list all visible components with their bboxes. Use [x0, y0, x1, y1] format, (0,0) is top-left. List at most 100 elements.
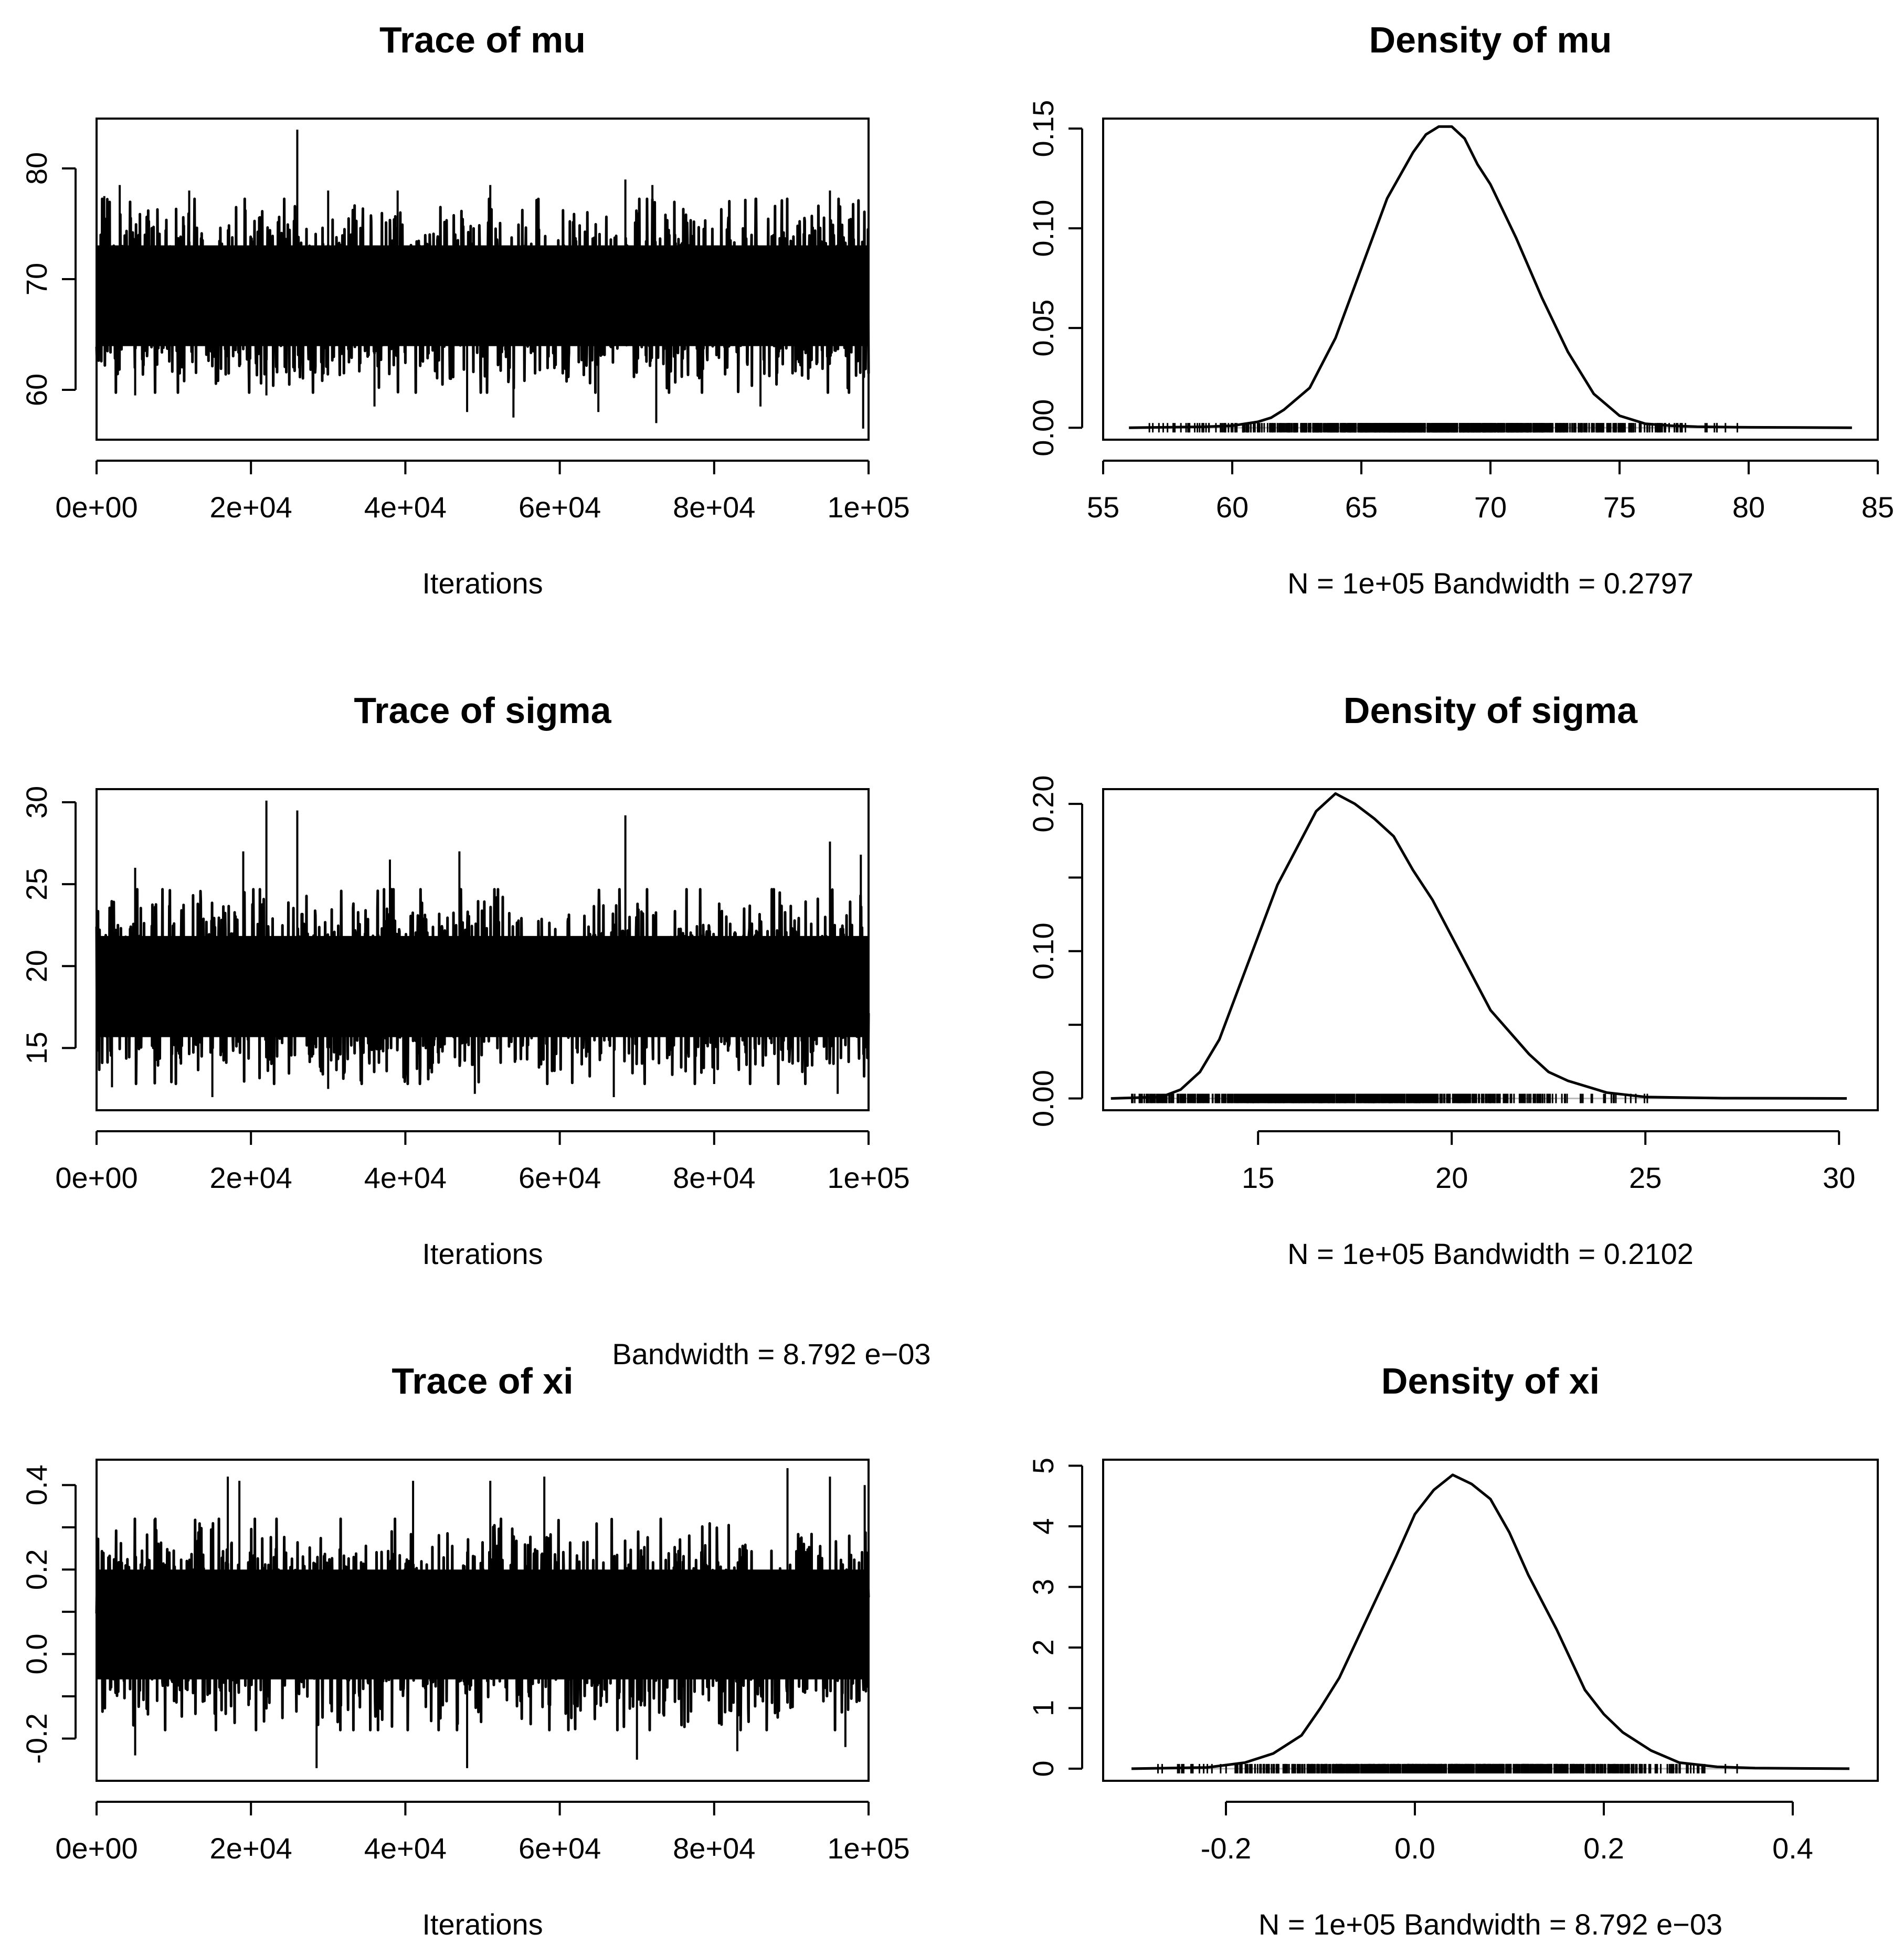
- y-tick-label: 0.10: [1027, 922, 1060, 980]
- x-tick-label: 8e+04: [673, 1832, 755, 1865]
- x-tick-label: 75: [1603, 491, 1636, 524]
- x-tick-label: 0e+00: [55, 491, 137, 524]
- y-tick-label: 0.00: [1027, 399, 1060, 456]
- trace-band: [97, 245, 869, 346]
- x-tick-label: 70: [1474, 491, 1507, 524]
- x-tick-label: 80: [1732, 491, 1765, 524]
- density-curve: [1129, 125, 1852, 429]
- y-tick-label: 30: [20, 786, 53, 819]
- x-tick-label: 0.4: [1772, 1832, 1813, 1865]
- x-tick-label: 30: [1823, 1161, 1855, 1194]
- x-tick-label: 6e+04: [519, 1161, 601, 1194]
- x-tick-label: 0.0: [1394, 1832, 1435, 1865]
- plot-frame: [1102, 118, 1879, 441]
- stray-bandwidth-label: Bandwidth = 8.792 e−03: [612, 1337, 930, 1370]
- x-tick-label: 8e+04: [673, 491, 755, 524]
- x-tick-label: 1e+05: [827, 1832, 909, 1865]
- panel-trace-xi: Trace of xi 0e+00 2e+04 4e+04 6e+04 8e+04 1e+0…: [20, 1361, 910, 1941]
- panel-trace-mu: Trace of mu 0e+00 2e+04 4e+04 6e+04 8e+04 1e+0…: [20, 19, 910, 600]
- y-tick-label: 0.20: [1027, 775, 1060, 833]
- y-tick-label: 5: [1027, 1458, 1060, 1474]
- plot-frame: [1102, 1459, 1879, 1782]
- x-tick-label: 1e+05: [827, 1161, 909, 1194]
- x-axis: 55 60 65 70 75 80 85: [1087, 460, 1894, 524]
- x-tick-label: 55: [1087, 491, 1119, 524]
- panel-density-sigma: Density of sigma 15 20 25 30 N = 1e+05 Bandwi…: [1027, 690, 1879, 1270]
- x-tick-label: 15: [1242, 1161, 1274, 1194]
- y-axis: -0.2 0.0 0.2 0.4: [20, 1464, 77, 1764]
- x-axis: 15 20 25 30: [1242, 1130, 1855, 1194]
- x-axis-label: N = 1e+05 Bandwidth = 8.792 e−03: [1258, 1908, 1722, 1941]
- y-tick-label: -0.2: [20, 1713, 53, 1764]
- x-tick-label: 4e+04: [364, 491, 447, 524]
- x-axis: 0e+00 2e+04 4e+04 6e+04 8e+04 1e+05: [55, 1801, 910, 1865]
- trace-band: [97, 1569, 869, 1680]
- x-axis-label: Iterations: [422, 1237, 543, 1270]
- x-tick-label: 2e+04: [210, 1161, 292, 1194]
- x-tick-label: -0.2: [1201, 1832, 1252, 1865]
- x-tick-label: 8e+04: [673, 1161, 755, 1194]
- y-axis: 0 1 2 3 4 5: [1027, 1458, 1083, 1777]
- y-tick-label: 0.0: [20, 1633, 53, 1674]
- x-tick-label: 0.2: [1583, 1832, 1624, 1865]
- y-axis: 15 20 25 30: [20, 786, 77, 1064]
- x-tick-label: 85: [1861, 491, 1894, 524]
- y-tick-label: 0.00: [1027, 1070, 1060, 1127]
- y-tick-label: 0: [1027, 1760, 1060, 1777]
- x-axis-label: N = 1e+05 Bandwidth = 0.2102: [1287, 1237, 1694, 1270]
- x-tick-label: 6e+04: [519, 491, 601, 524]
- x-axis-label: Iterations: [422, 1908, 543, 1941]
- x-tick-label: 2e+04: [210, 491, 292, 524]
- x-tick-label: 60: [1216, 491, 1249, 524]
- x-axis: 0e+00 2e+04 4e+04 6e+04 8e+04 1e+05: [55, 1130, 910, 1194]
- x-tick-label: 65: [1345, 491, 1378, 524]
- chart-title: Density of xi: [1381, 1361, 1600, 1401]
- rug: [1157, 1763, 1738, 1773]
- rug: [1148, 423, 1738, 433]
- x-tick-label: 1e+05: [827, 491, 909, 524]
- y-tick-label: 60: [20, 374, 53, 406]
- chart-title: Density of mu: [1369, 19, 1612, 60]
- y-tick-label: 3: [1027, 1579, 1060, 1595]
- y-tick-label: 2: [1027, 1639, 1060, 1655]
- density-curve: [1131, 1473, 1850, 1770]
- density-curve: [1110, 792, 1847, 1100]
- panel-trace-sigma: Trace of sigma 0e+00 2e+04 4e+04 6e+04 8e+04 1…: [20, 690, 910, 1270]
- y-axis: 0.00 0.05 0.10 0.15: [1027, 100, 1083, 456]
- x-axis-label: N = 1e+05 Bandwidth = 0.2797: [1287, 567, 1694, 600]
- y-tick-label: 0.10: [1027, 200, 1060, 257]
- x-axis-label: Iterations: [422, 567, 543, 600]
- panel-density-xi: Density of xi -0.2 0.0 0.2 0.4 N = 1e+05 Band…: [1027, 1361, 1879, 1941]
- x-tick-label: 4e+04: [364, 1832, 447, 1865]
- chart-title: Density of sigma: [1344, 690, 1638, 731]
- trace-band: [97, 936, 869, 1037]
- x-tick-label: 25: [1629, 1161, 1662, 1194]
- chart-title: Trace of sigma: [354, 690, 611, 731]
- panel-density-mu: Density of mu 55 60 65 70 75 80 85 N = 1e+05 Ban…: [1027, 19, 1894, 600]
- plot-frame: [1102, 788, 1879, 1111]
- chart-title: Trace of xi: [392, 1361, 573, 1401]
- y-tick-label: 20: [20, 950, 53, 982]
- x-tick-label: 4e+04: [364, 1161, 447, 1194]
- y-tick-label: 0.15: [1027, 100, 1060, 157]
- y-tick-label: 1: [1027, 1700, 1060, 1716]
- x-axis: -0.2 0.0 0.2 0.4: [1201, 1801, 1813, 1865]
- chart-title: Trace of mu: [379, 19, 586, 60]
- y-tick-label: 15: [20, 1032, 53, 1064]
- x-tick-label: 0e+00: [55, 1161, 137, 1194]
- y-tick-label: 25: [20, 868, 53, 900]
- x-axis: 0e+00 2e+04 4e+04 6e+04 8e+04 1e+05: [55, 460, 910, 524]
- y-tick-label: 80: [20, 152, 53, 185]
- y-tick-label: 0.05: [1027, 300, 1060, 357]
- y-tick-label: 0.4: [20, 1464, 53, 1505]
- y-tick-label: 4: [1027, 1518, 1060, 1534]
- x-tick-label: 6e+04: [519, 1832, 601, 1865]
- y-axis: 60 70 80: [20, 152, 77, 406]
- x-tick-label: 2e+04: [210, 1832, 292, 1865]
- x-tick-label: 0e+00: [55, 1832, 137, 1865]
- y-tick-label: 0.2: [20, 1549, 53, 1590]
- rug: [1131, 1093, 1648, 1103]
- x-tick-label: 20: [1435, 1161, 1468, 1194]
- y-tick-label: 70: [20, 263, 53, 295]
